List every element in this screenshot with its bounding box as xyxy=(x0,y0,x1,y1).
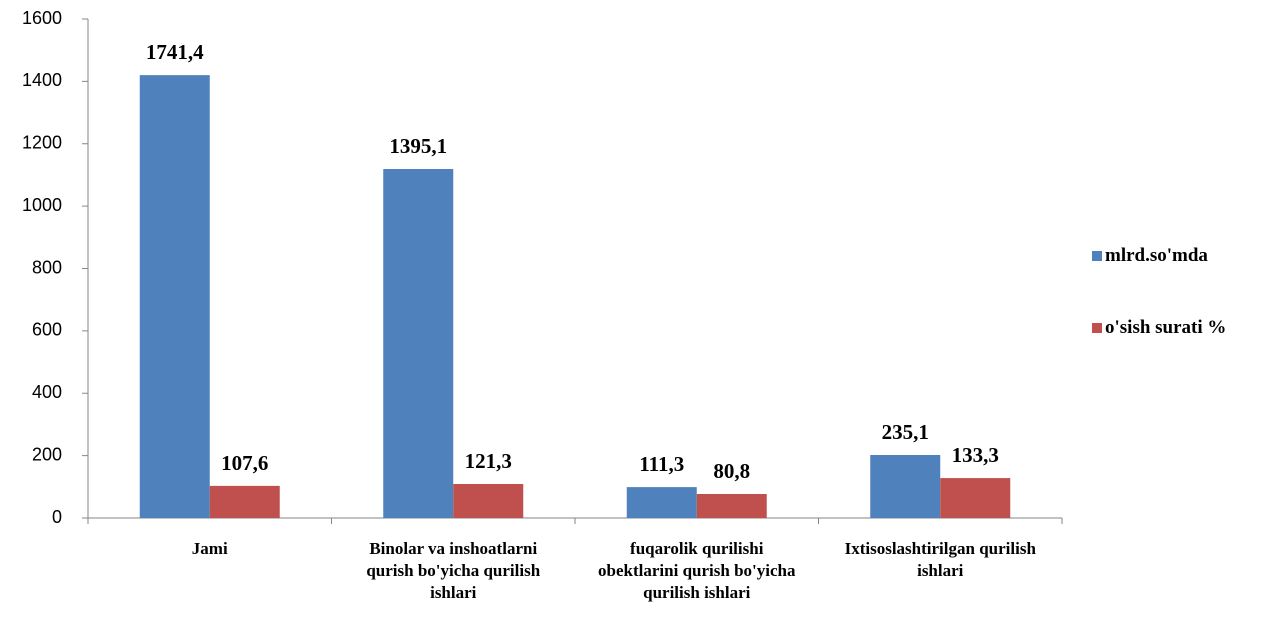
bar xyxy=(940,478,1011,518)
bar xyxy=(383,169,454,518)
legend-label: o'sish surati % xyxy=(1105,317,1227,338)
y-tick-label: 1200 xyxy=(22,133,62,153)
y-tick-label: 800 xyxy=(32,257,62,277)
y-tick-label: 0 xyxy=(52,507,62,527)
x-tick-label: Jami xyxy=(191,539,228,558)
legend-item: mlrd.so'mda xyxy=(1092,244,1267,268)
annotation: 133,3 xyxy=(952,443,999,467)
annotation: 1741,4 xyxy=(146,40,204,64)
y-tick-label: 1600 xyxy=(22,8,62,28)
y-tick-label: 400 xyxy=(32,382,62,402)
annotation: 111,3 xyxy=(639,452,684,476)
y-tick-label: 200 xyxy=(32,444,62,464)
annotation: 1395,1 xyxy=(389,134,447,158)
bar xyxy=(453,484,524,518)
bar xyxy=(696,493,767,518)
annotation: 235,1 xyxy=(882,420,929,444)
annotation: 80,8 xyxy=(713,459,750,483)
legend-swatch xyxy=(1092,323,1102,333)
legend-label: mlrd.so'mda xyxy=(1105,245,1208,266)
bar xyxy=(626,487,697,518)
x-tick-label: Binolar va inshoatlarni qurish bo'yicha … xyxy=(366,539,541,602)
y-tick-label: 1000 xyxy=(22,195,62,215)
legend-item: o'sish surati % xyxy=(1092,316,1267,340)
bar xyxy=(209,485,280,518)
annotation: 121,3 xyxy=(465,449,512,473)
y-tick-label: 1400 xyxy=(22,70,62,90)
legend-swatch xyxy=(1092,251,1102,261)
x-tick-label: Ixtisoslashtirilgan qurilish ishlari xyxy=(844,539,1036,580)
bar xyxy=(870,455,941,518)
annotation: 107,6 xyxy=(221,451,268,475)
bar xyxy=(139,75,210,518)
x-tick-label: fuqarolik qurilishi obektlarini qurish b… xyxy=(598,539,796,602)
y-tick-label: 600 xyxy=(32,320,62,340)
